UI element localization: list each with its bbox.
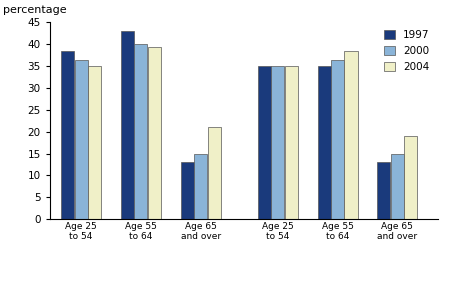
Text: percentage: percentage: [3, 4, 67, 15]
Bar: [390, 154, 403, 219]
Bar: [257, 66, 270, 219]
Bar: [194, 154, 207, 219]
Bar: [330, 60, 343, 219]
Bar: [403, 136, 416, 219]
Bar: [121, 31, 133, 219]
Bar: [284, 66, 297, 219]
Bar: [317, 66, 330, 219]
Legend: 1997, 2000, 2004: 1997, 2000, 2004: [383, 30, 428, 72]
Bar: [74, 60, 87, 219]
Bar: [134, 44, 147, 219]
Bar: [344, 51, 357, 219]
Bar: [61, 51, 74, 219]
Bar: [88, 66, 101, 219]
Bar: [377, 162, 390, 219]
Bar: [180, 162, 193, 219]
Bar: [271, 66, 284, 219]
Bar: [147, 47, 161, 219]
Bar: [207, 127, 220, 219]
